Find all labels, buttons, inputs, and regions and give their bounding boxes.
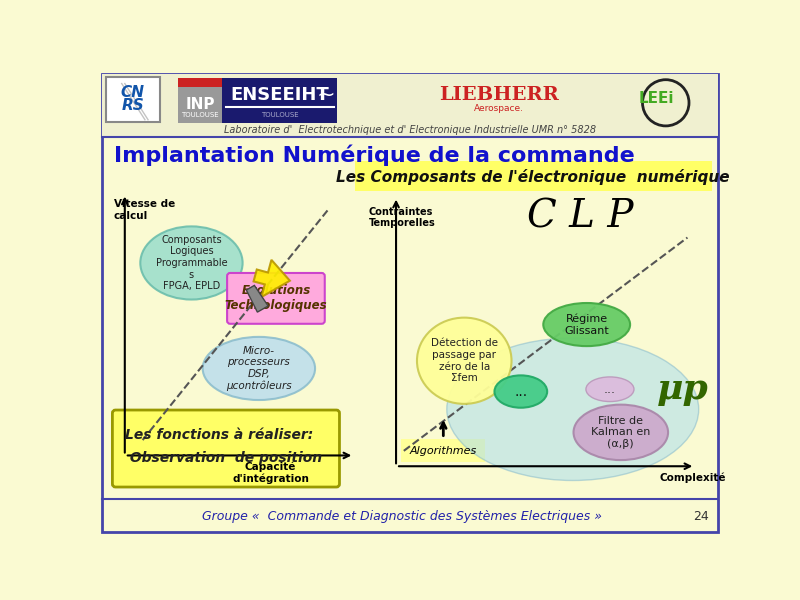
- Text: Aerospace.: Aerospace.: [474, 104, 524, 113]
- Ellipse shape: [140, 226, 242, 299]
- FancyBboxPatch shape: [102, 74, 718, 532]
- Text: Vitesse de
calcul: Vitesse de calcul: [114, 199, 175, 221]
- Text: CN: CN: [121, 85, 145, 100]
- Text: Implantation Numérique de la commande: Implantation Numérique de la commande: [114, 145, 634, 166]
- Text: ~: ~: [317, 85, 336, 105]
- FancyBboxPatch shape: [178, 78, 222, 88]
- FancyBboxPatch shape: [401, 439, 485, 461]
- Text: ENSEEIHT: ENSEEIHT: [230, 86, 329, 104]
- Ellipse shape: [574, 404, 668, 460]
- Text: C L P: C L P: [527, 198, 634, 235]
- Text: 24: 24: [693, 510, 709, 523]
- Text: Les fonctions à réaliser:: Les fonctions à réaliser:: [125, 428, 313, 442]
- Text: LIEBHERR: LIEBHERR: [439, 86, 559, 104]
- Ellipse shape: [543, 303, 630, 346]
- Ellipse shape: [586, 377, 634, 401]
- Text: Micro-
processeurs
DSP,
μcontrôleurs: Micro- processeurs DSP, μcontrôleurs: [226, 346, 292, 391]
- Text: Détection de
passage par
zéro de la
Σfem: Détection de passage par zéro de la Σfem: [430, 338, 498, 383]
- Text: ...: ...: [604, 383, 616, 396]
- Text: LEEi: LEEi: [638, 91, 674, 106]
- Text: Capacité
d'intégration: Capacité d'intégration: [232, 461, 309, 484]
- Text: μp: μp: [657, 372, 709, 406]
- Text: ...: ...: [514, 385, 527, 398]
- FancyBboxPatch shape: [355, 161, 712, 191]
- Ellipse shape: [494, 376, 547, 408]
- FancyBboxPatch shape: [222, 78, 337, 123]
- Text: TOULOUSE: TOULOUSE: [181, 112, 218, 118]
- Text: Composants
Logiques
Programmable
s
FPGA, EPLD: Composants Logiques Programmable s FPGA,…: [156, 235, 227, 291]
- Text: Contraintes
Temporelles: Contraintes Temporelles: [369, 207, 436, 229]
- Text: Les Composants de l'électronique  numérique: Les Composants de l'électronique numériq…: [337, 169, 730, 185]
- Text: Régime
Glissant: Régime Glissant: [564, 314, 609, 335]
- FancyBboxPatch shape: [178, 78, 222, 123]
- Ellipse shape: [417, 317, 511, 404]
- FancyBboxPatch shape: [102, 74, 718, 137]
- Text: RS: RS: [121, 98, 144, 113]
- Text: Observation  de position: Observation de position: [125, 451, 322, 465]
- Text: Evolutions
Technologiques: Evolutions Technologiques: [225, 284, 327, 313]
- Text: TOULOUSE: TOULOUSE: [261, 112, 298, 118]
- FancyBboxPatch shape: [106, 77, 160, 122]
- Ellipse shape: [447, 338, 698, 481]
- Ellipse shape: [202, 337, 315, 400]
- Text: INP: INP: [186, 97, 214, 112]
- Text: Groupe «  Commande et Diagnostic des Systèmes Electriques »: Groupe « Commande et Diagnostic des Syst…: [202, 510, 602, 523]
- Polygon shape: [254, 260, 290, 297]
- Text: Complexité: Complexité: [659, 472, 726, 483]
- Polygon shape: [246, 286, 268, 312]
- FancyBboxPatch shape: [112, 410, 339, 487]
- FancyBboxPatch shape: [227, 273, 325, 324]
- Text: Filtre de
Kalman en
(α,β): Filtre de Kalman en (α,β): [591, 416, 650, 449]
- Text: Laboratoire d'  Electrotechnique et d' Electronique Industrielle UMR n° 5828: Laboratoire d' Electrotechnique et d' El…: [224, 125, 596, 135]
- Text: Algorithmes: Algorithmes: [410, 446, 477, 456]
